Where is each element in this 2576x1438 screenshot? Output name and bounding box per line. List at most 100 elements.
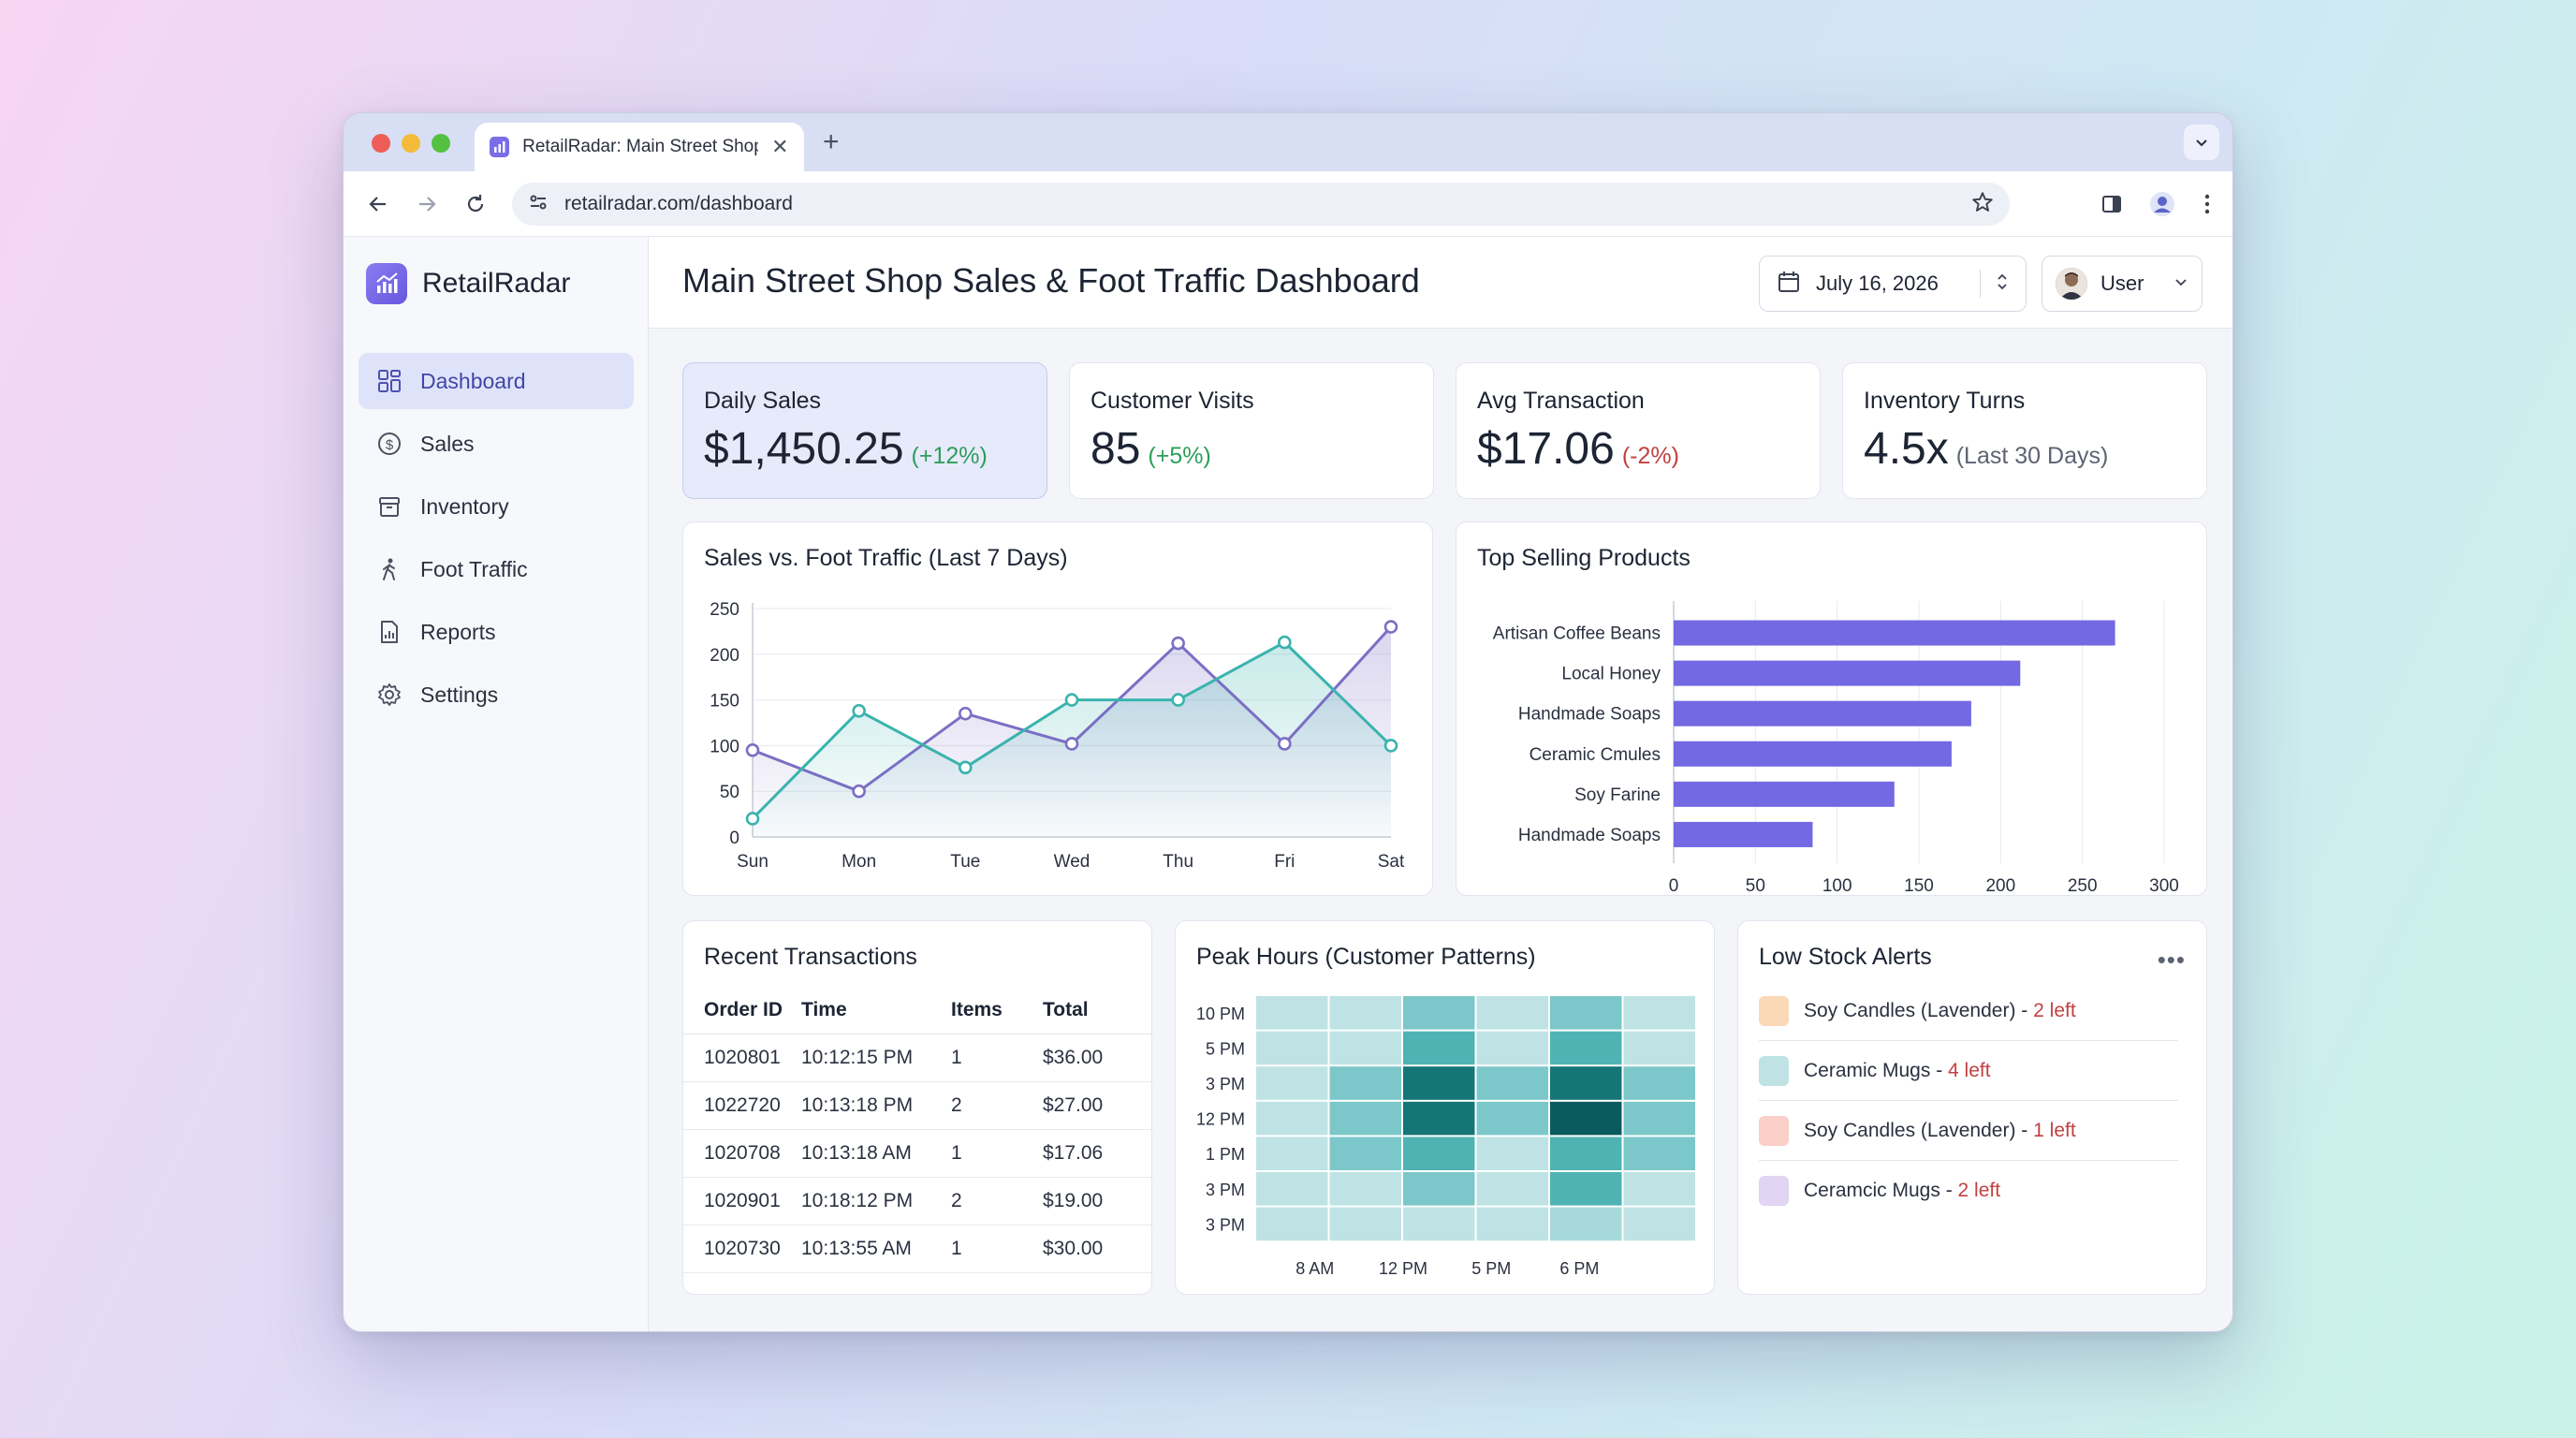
browser-window: RetailRadar: Main Street Shop ✕ + retail… — [343, 112, 2233, 1332]
brand-name: RetailRadar — [422, 268, 571, 299]
brand[interactable]: RetailRadar — [366, 263, 570, 304]
new-tab-plus-icon[interactable]: + — [823, 126, 840, 157]
kebab-menu-icon[interactable] — [2193, 190, 2221, 218]
heatmap-cell — [1476, 1101, 1548, 1136]
y-tick-label: 250 — [710, 600, 739, 620]
table-row[interactable]: 1022720 10:13:18 PM 2 $27.00 — [683, 1081, 1151, 1130]
browser-toolbar: retailradar.com/dashboard — [344, 171, 2232, 237]
sidebar-item-settings[interactable]: Settings — [359, 667, 634, 723]
card-title: Recent Transactions — [704, 944, 917, 970]
sidebar-item-label: Reports — [420, 619, 496, 644]
kpi-value-row: $1,450.25 (+12%) — [704, 423, 988, 475]
profile-icon[interactable] — [2148, 190, 2176, 218]
kpi-delta: (-2%) — [1621, 443, 1679, 469]
browser-tab[interactable]: RetailRadar: Main Street Shop ✕ — [475, 123, 804, 171]
x-tick-label: 100 — [1822, 876, 1852, 896]
forward-arrow-icon[interactable] — [413, 190, 441, 218]
page-header: Main Street Shop Sales & Foot Traffic Da… — [649, 237, 2232, 329]
x-tick-label: 6 PM — [1559, 1259, 1599, 1278]
heatmap-cell — [1329, 1031, 1401, 1065]
row-label: 3 PM — [1206, 1215, 1245, 1234]
data-point — [959, 760, 973, 775]
category-label: Handmade Soaps — [1518, 826, 1661, 845]
heatmap-chart: 10 PM 5 PM 3 PM 12 PM 1 PM 3 PM 3 PM 8 AM 12 PM 5… — [1196, 996, 1695, 1278]
more-horizontal-icon[interactable]: ••• — [2157, 946, 2186, 974]
order-time: 10:12:15 PM — [801, 1034, 951, 1082]
heatmap-cell — [1623, 1066, 1695, 1100]
back-arrow-icon[interactable] — [364, 190, 392, 218]
y-tick-label: 0 — [729, 829, 739, 848]
selected-date: July 16, 2026 — [1816, 271, 1939, 295]
sidebar-item-foot-traffic[interactable]: Foot Traffic — [359, 541, 634, 597]
retailradar-logo-icon — [366, 263, 407, 304]
data-point — [1171, 693, 1185, 707]
row-label: 1 PM — [1206, 1145, 1245, 1164]
kpi-value: 4.5x — [1864, 424, 1949, 474]
column-header[interactable]: Total — [1043, 987, 1151, 1034]
heatmap-cell — [1476, 1137, 1548, 1170]
order-time: 10:13:18 AM — [801, 1129, 951, 1178]
kpi-card-avg-transaction[interactable]: Avg Transaction $17.06 (-2%) — [1456, 362, 1821, 499]
list-item[interactable]: Soy Candles (Lavender) - 1 left — [1759, 1101, 2178, 1161]
heatmap-cell — [1403, 1172, 1475, 1206]
heatmap-cell — [1623, 1172, 1695, 1206]
list-item[interactable]: Ceramcic Mugs - 2 left — [1759, 1161, 2178, 1221]
side-panel-icon[interactable] — [2098, 190, 2126, 218]
column-header[interactable]: Order ID — [683, 987, 801, 1034]
order-total: $17.06 — [1043, 1129, 1151, 1178]
table-row[interactable]: 1020901 10:18:12 PM 2 $19.00 — [683, 1177, 1151, 1225]
user-menu-button[interactable]: User — [2042, 256, 2203, 312]
sidebar-item-dashboard[interactable]: Dashboard — [359, 353, 634, 409]
sidebar-item-sales[interactable]: $ Sales — [359, 416, 634, 472]
heatmap-cell — [1550, 1101, 1622, 1136]
kpi-value: 85 — [1090, 424, 1141, 474]
up-down-chevron-icon[interactable] — [1996, 271, 2009, 297]
walking-person-icon — [375, 555, 403, 583]
order-items: 2 — [951, 1177, 1043, 1225]
maximize-window-button[interactable] — [432, 134, 450, 153]
heatmap-cell — [1550, 1172, 1622, 1206]
table-row[interactable]: 1020730 10:13:55 AM 1 $30.00 — [683, 1225, 1151, 1273]
order-items: 1 — [951, 1034, 1043, 1082]
row-label: 3 PM — [1206, 1075, 1245, 1093]
data-point — [1278, 737, 1292, 751]
site-settings-icon[interactable] — [527, 191, 549, 218]
list-item[interactable]: Soy Candles (Lavender) - 2 left — [1759, 981, 2178, 1041]
bookmark-star-icon[interactable] — [1970, 190, 1995, 219]
reload-icon[interactable] — [461, 190, 490, 218]
address-bar[interactable]: retailradar.com/dashboard — [512, 183, 2010, 226]
order-id: 1020730 — [683, 1225, 801, 1273]
peak-hours-card: Peak Hours (Customer Patterns) 10 PM 5 PM… — [1175, 920, 1715, 1295]
heatmap-cell — [1403, 1031, 1475, 1065]
sidebar-nav: Dashboard $ Sales Inventory Foot Traffic — [359, 353, 634, 729]
column-header[interactable]: Time — [801, 987, 951, 1034]
table-row[interactable]: 1020708 10:13:18 AM 1 $17.06 — [683, 1129, 1151, 1178]
card-title: Low Stock Alerts — [1759, 944, 1932, 970]
minimize-window-button[interactable] — [402, 134, 420, 153]
stock-count: 2 left — [1957, 1180, 2001, 1201]
list-item[interactable]: Ceramic Mugs - 4 left — [1759, 1041, 2178, 1101]
order-time: 10:13:18 PM — [801, 1081, 951, 1130]
kpi-card-inventory-turns[interactable]: Inventory Turns 4.5x (Last 30 Days) — [1842, 362, 2207, 499]
x-tick-label: Mon — [842, 852, 876, 872]
kpi-value-row: 4.5x (Last 30 Days) — [1864, 423, 2108, 475]
heatmap-cell — [1550, 996, 1622, 1030]
tab-close-icon[interactable]: ✕ — [771, 135, 789, 158]
sidebar-item-reports[interactable]: Reports — [359, 604, 634, 660]
tab-search-chevron-icon[interactable] — [2184, 125, 2219, 160]
heatmap-cell — [1256, 1137, 1328, 1170]
kpi-card-customer-visits[interactable]: Customer Visits 85 (+5%) — [1069, 362, 1434, 499]
column-header[interactable]: Items — [951, 987, 1043, 1034]
top-selling-products-card: Top Selling Products 0 50 100 150 200 250 300 A… — [1456, 521, 2207, 896]
table-row[interactable]: 1020801 10:12:15 PM 1 $36.00 — [683, 1034, 1151, 1082]
product-swatch — [1759, 1055, 1789, 1086]
kpi-delta: (Last 30 Days) — [1955, 443, 2109, 469]
url-text[interactable]: retailradar.com/dashboard — [564, 193, 793, 214]
x-tick-label: 250 — [2068, 876, 2098, 896]
kpi-card-daily-sales[interactable]: Daily Sales $1,450.25 (+12%) — [682, 362, 1047, 499]
heatmap-cell — [1623, 1207, 1695, 1241]
heatmap-cell — [1623, 1101, 1695, 1136]
sidebar-item-inventory[interactable]: Inventory — [359, 478, 634, 535]
date-picker[interactable]: July 16, 2026 — [1759, 256, 2027, 312]
close-window-button[interactable] — [372, 134, 390, 153]
